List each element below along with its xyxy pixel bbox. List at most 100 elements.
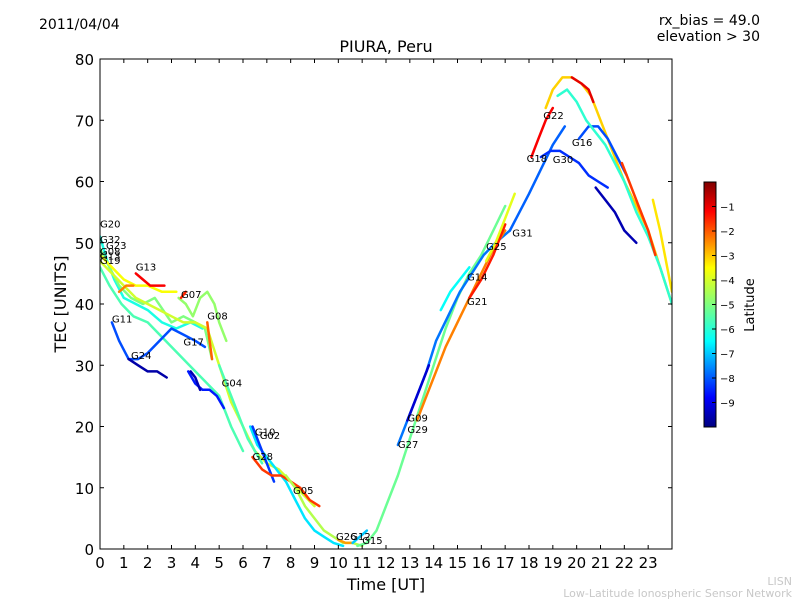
elevation-label: elevation > 30 — [656, 29, 760, 45]
series-line-g09 — [406, 364, 431, 422]
x-tick-label: 6 — [238, 554, 248, 572]
series-line-g33 — [620, 161, 657, 257]
x-tick-label: 15 — [448, 554, 467, 572]
series-line-g23 — [100, 253, 178, 294]
y-tick-label: 40 — [75, 296, 94, 314]
series-line-g21 — [468, 223, 507, 300]
y-tick-label: 70 — [75, 112, 94, 130]
y-axis-label: TEC [UNITS] — [51, 256, 70, 354]
satellite-label-g21: G21 — [467, 297, 487, 308]
series-line-g02 — [251, 425, 276, 483]
colorbar-tick-label: −1 — [720, 203, 735, 214]
x-tick-label: 1 — [119, 554, 129, 572]
satellite-label-g25: G25 — [486, 242, 506, 253]
series-line-g16 — [577, 125, 628, 177]
series-line-g28 — [251, 455, 321, 508]
satellite-label-g14: G14 — [467, 273, 487, 284]
colorbar-tick-label: −8 — [720, 374, 735, 385]
colorbar-tick-label: −7 — [720, 350, 735, 361]
series-line-g26 — [337, 538, 354, 545]
y-tick-label: 50 — [75, 235, 94, 253]
colorbar-tick-label: −3 — [720, 252, 735, 263]
x-tick-label: 13 — [400, 554, 419, 572]
footer-network-abbrev: LISN — [767, 575, 792, 588]
satellite-label-g31: G31 — [512, 229, 532, 240]
x-tick-label: 23 — [639, 554, 658, 572]
series-line-g15 — [356, 204, 507, 548]
satellite-label-g23: G23 — [106, 241, 126, 252]
x-tick-label: 10 — [329, 554, 348, 572]
x-tick-label: 5 — [214, 554, 224, 572]
satellite-label-g07: G07 — [181, 290, 201, 301]
series-line-g34 — [651, 198, 672, 294]
satellite-label-g26: G26 — [336, 532, 356, 543]
x-tick-label: 4 — [191, 554, 201, 572]
series-line-g12 — [351, 529, 369, 545]
footer-network-name: Low-Latitude Ionospheric Sensor Network — [563, 587, 792, 600]
series-line-g07b — [179, 290, 188, 300]
satellite-label-g24: G24 — [131, 351, 151, 362]
satellite-label-g04: G04 — [222, 379, 242, 390]
satellite-label-g27: G27 — [398, 440, 418, 451]
series-line-g11 — [110, 321, 207, 361]
x-tick-label: 7 — [262, 554, 272, 572]
satellite-label-g08: G08 — [100, 247, 120, 258]
satellite-label-g13: G13 — [100, 251, 120, 262]
series-line-g08b — [206, 321, 214, 361]
x-tick-label: 22 — [615, 554, 634, 572]
series-line-g19 — [100, 266, 245, 453]
satellite-label-g15: G15 — [362, 536, 382, 547]
series-line-g04 — [217, 364, 264, 465]
series-line-g31 — [508, 125, 567, 232]
series-line-g17b — [189, 370, 202, 392]
series-line-g30 — [539, 149, 609, 189]
chart-title: PIURA, Peru — [339, 37, 433, 56]
satellite-label-g22: G22 — [543, 111, 563, 122]
x-tick-label: 12 — [376, 554, 395, 572]
series-line-g13b — [117, 284, 135, 294]
series-line-g22b — [570, 76, 595, 104]
x-tick-label: 2 — [143, 554, 153, 572]
y-tick-label: 10 — [75, 480, 94, 498]
series-line-g18 — [530, 106, 555, 159]
satellite-label-g28: G28 — [253, 452, 273, 463]
y-tick-label: 60 — [75, 174, 94, 192]
x-tick-label: 14 — [424, 554, 443, 572]
series-line-g25 — [484, 192, 516, 263]
x-tick-label: 8 — [286, 554, 296, 572]
satellite-label-g30: G30 — [553, 155, 573, 166]
colorbar-tick-label: −5 — [720, 301, 735, 312]
colorbar-tick-label: −9 — [720, 399, 735, 410]
satellite-label-g09: G09 — [407, 414, 427, 425]
satellite-label-g13: G13 — [136, 262, 156, 273]
satellite-label-g11: G11 — [112, 314, 132, 325]
x-tick-label: 18 — [519, 554, 538, 572]
colorbar-tick-label: −4 — [720, 276, 735, 287]
x-tick-label: 16 — [472, 554, 491, 572]
satellite-label-g16: G16 — [572, 138, 592, 149]
satellite-label-g19: G19 — [100, 256, 120, 267]
satellite-label-g32: G32 — [100, 235, 120, 246]
satellite-label-g12: G12 — [350, 532, 370, 543]
date-label: 2011/04/04 — [39, 17, 120, 33]
satellite-label-g18: G18 — [527, 154, 547, 165]
x-tick-label: 21 — [591, 554, 610, 572]
y-tick-label: 0 — [84, 541, 94, 559]
satellite-label-g17: G17 — [183, 338, 203, 349]
series-line-g07 — [177, 290, 228, 343]
y-tick-label: 80 — [75, 51, 94, 69]
rx-bias-label: rx_bias = 49.0 — [658, 13, 760, 29]
colorbar-tick-label: −6 — [720, 325, 735, 336]
series-line-g14 — [439, 266, 471, 312]
satellite-label-g10: G10 — [255, 428, 275, 439]
x-tick-label: 9 — [310, 554, 320, 572]
y-tick-label: 20 — [75, 419, 94, 437]
x-tick-label: 19 — [543, 554, 562, 572]
y-tick-label: 30 — [75, 357, 94, 375]
x-tick-label: 17 — [496, 554, 515, 572]
colorbar-tick-label: −2 — [720, 227, 735, 238]
series-line-g22 — [544, 76, 672, 306]
x-tick-label: 0 — [95, 554, 105, 572]
satellite-label-g29: G29 — [407, 425, 427, 436]
